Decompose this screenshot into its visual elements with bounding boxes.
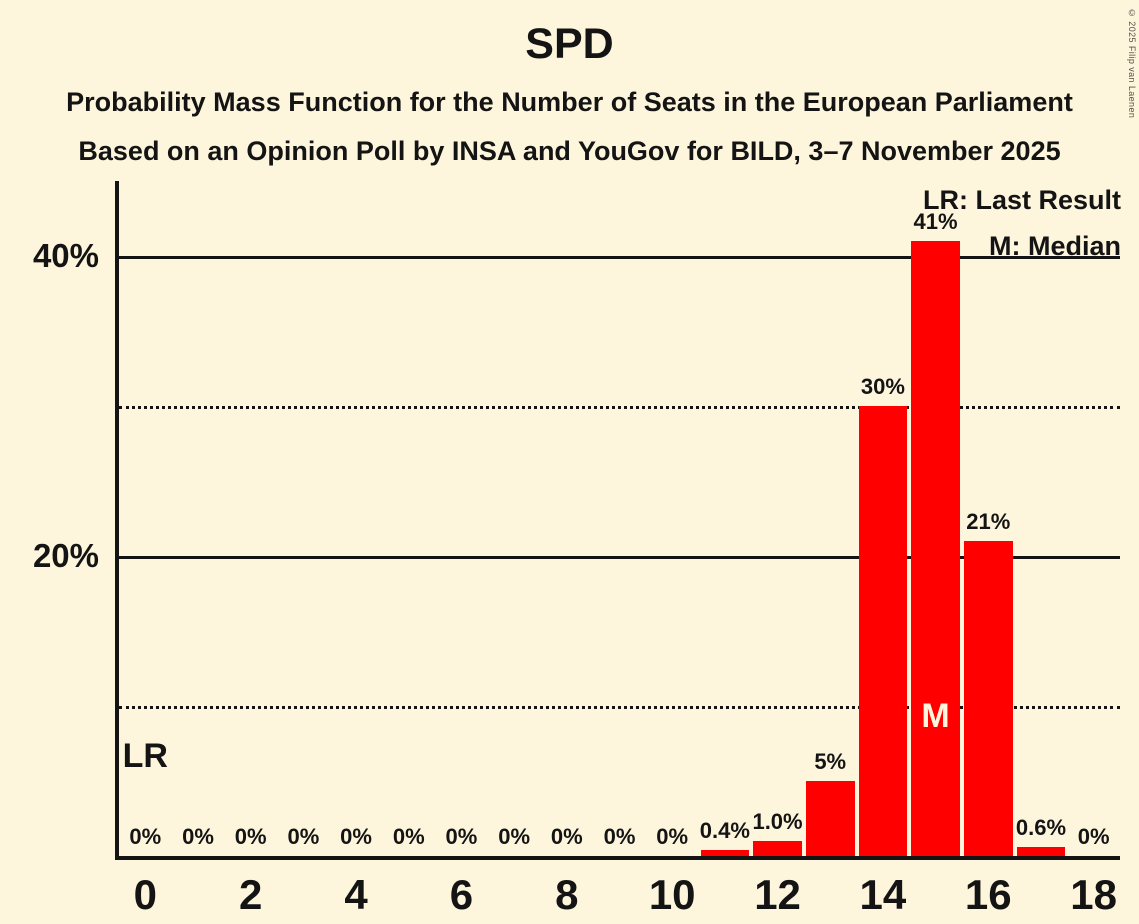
bar-value-label-seat-4: 0% (340, 824, 372, 849)
x-tick-label-10: 10 (648, 871, 696, 918)
gridline-solid-20 (119, 556, 1120, 559)
bar-slot[interactable]: 0% (224, 181, 277, 856)
bar-value-label-seat-8: 0% (550, 824, 583, 849)
bar-slot[interactable]: 0% (172, 181, 225, 856)
plot-area: 20% 40% 0% LR 0% 0% 0% 0% 0% 0% 0% 0% 0% 0% 0.4% 1.0% 5… (33, 181, 1120, 918)
bar-seat-17[interactable] (1016, 847, 1066, 856)
bar-seat-12[interactable] (753, 841, 802, 856)
bar-seat-14[interactable] (858, 406, 908, 856)
bar-seat-16[interactable] (963, 541, 1013, 856)
last-result-marker: LR (122, 737, 168, 775)
bar-slot[interactable]: 0.6% (1015, 181, 1068, 856)
y-tick-label-40: 40% (32, 237, 99, 274)
bar-value-label-seat-7: 0% (498, 824, 531, 849)
bar-value-label-seat-6: 0% (445, 824, 478, 849)
chart-title: SPD (525, 20, 614, 68)
copyright-notice: © 2025 Filip van Laenen (1127, 8, 1137, 119)
bar-slot[interactable]: 21% (962, 181, 1015, 856)
bar-value-label-seat-11: 0.4% (699, 818, 750, 843)
bar-slot[interactable]: 30% (857, 181, 910, 856)
median-marker: M (921, 697, 950, 735)
bar-value-label-seat-1: 0% (182, 824, 214, 849)
x-tick-label-8: 8 (555, 871, 579, 918)
bar-slot[interactable]: 0% LR (119, 181, 172, 856)
x-tick-label-14: 14 (859, 871, 907, 918)
x-tick-label-0: 0 (133, 871, 158, 918)
bar-slot[interactable]: 0% (330, 181, 383, 856)
gridline-dotted-10 (119, 706, 1120, 709)
x-tick-label-4: 4 (344, 871, 368, 918)
bar-slot[interactable]: 41% M (909, 181, 962, 856)
bar-slot[interactable]: 0% (540, 181, 593, 856)
bar-value-label-seat-9: 0% (603, 824, 636, 849)
bar-slot[interactable]: 1.0% (751, 181, 804, 856)
bar-slot[interactable]: 0% (435, 181, 488, 856)
legend-last-result: LR: Last Result (922, 185, 1121, 215)
bar-value-label-seat-3: 0% (287, 824, 320, 849)
x-tick-label-2: 2 (239, 871, 263, 918)
bar-value-label-seat-0: 0% (129, 824, 162, 849)
bar-slot[interactable]: 0% (646, 181, 699, 856)
bar-value-label-seat-13: 5% (814, 749, 847, 774)
x-tick-label-18: 18 (1070, 871, 1118, 918)
bar-slot[interactable]: 0.4% (699, 181, 752, 856)
bar-value-label-seat-17: 0.6% (1015, 815, 1067, 840)
bar-slot[interactable]: 0% (277, 181, 330, 856)
bar-slot[interactable]: 0% (488, 181, 541, 856)
chart-subtitle-secondary: Based on an Opinion Poll by INSA and You… (78, 136, 1061, 166)
bar-slot[interactable]: 0% (382, 181, 435, 856)
bar-slot[interactable]: 5% (804, 181, 857, 856)
bar-seat-11[interactable] (700, 850, 750, 856)
y-axis-line (115, 181, 119, 856)
bar-value-label-seat-2: 0% (234, 824, 267, 849)
gridline-dotted-30 (119, 406, 1120, 409)
bar-seat-15[interactable] (911, 241, 960, 856)
bar-slot[interactable]: 0% (1067, 181, 1120, 856)
x-tick-label-16: 16 (964, 871, 1012, 918)
bar-seat-13[interactable] (805, 781, 855, 856)
bar-slot[interactable]: 0% (593, 181, 646, 856)
bar-value-label-seat-10: 0% (656, 824, 689, 849)
y-tick-label-20: 20% (32, 537, 99, 574)
bar-value-label-seat-16: 21% (966, 509, 1011, 534)
bar-value-label-seat-15: 41% (913, 209, 958, 234)
x-tick-label-6: 6 (449, 871, 474, 918)
chart-subtitle-primary: Probability Mass Function for the Number… (66, 87, 1073, 117)
gridline-solid-40 (119, 256, 1120, 259)
bar-value-label-seat-5: 0% (392, 824, 425, 849)
x-axis-line (115, 856, 1120, 860)
bar-value-label-seat-14: 30% (860, 374, 905, 399)
bar-value-label-seat-18: 0% (1077, 824, 1110, 849)
x-tick-label-12: 12 (754, 871, 801, 918)
bar-value-label-seat-12: 1.0% (752, 809, 803, 834)
